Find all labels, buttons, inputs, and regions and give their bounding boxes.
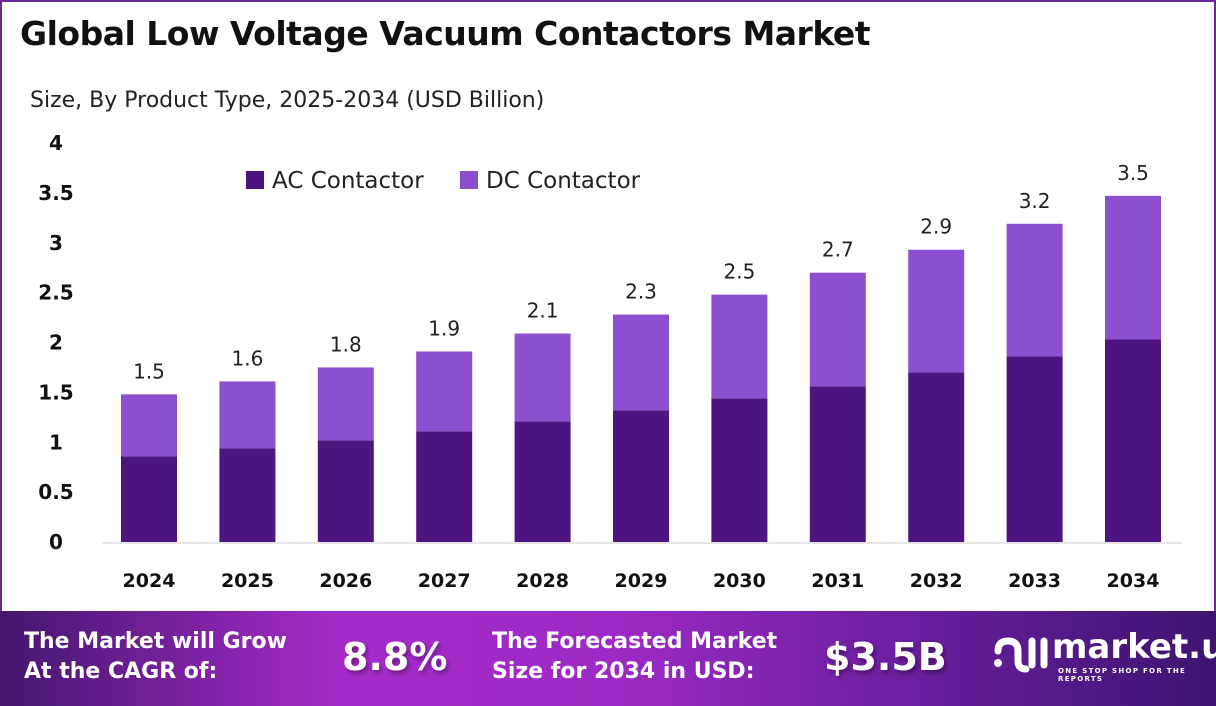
cagr-label-line1: The Market will Grow [24, 629, 287, 654]
x-tick-label: 2026 [319, 570, 372, 592]
forecast-label-line2: Size for 2034 in USD: [492, 659, 755, 684]
bar-dc-contactor-2034 [1105, 195, 1161, 340]
bar-dc-contactor-2029 [613, 314, 669, 411]
stacked-bar-chart: 0 0.5 1 1.5 2 2.5 3 3.5 4 1.5 2024 1.6 2025 1.8 2026 1.… [38, 131, 1182, 592]
bar-dc-contactor-2027 [416, 351, 473, 432]
x-tick-label: 2030 [713, 570, 766, 592]
x-tick-label: 2027 [418, 570, 471, 592]
forecast-label: The Forecasted Market Size for 2034 in U… [492, 627, 777, 687]
bar-ac-contactor-2034 [1105, 339, 1161, 542]
x-tick-label: 2032 [910, 570, 963, 592]
bar-ac-contactor-2030 [711, 398, 768, 542]
legend-label: AC Contactor [272, 168, 424, 194]
x-tick-label: 2031 [811, 570, 864, 592]
x-tick-label: 2024 [123, 570, 176, 592]
bar-total-label: 2.7 [822, 238, 854, 262]
bar-total-label: 2.3 [625, 280, 657, 304]
y-tick-label: 2.5 [38, 281, 73, 305]
y-tick-label: 4 [49, 131, 63, 155]
bar-dc-contactor-2024 [121, 394, 177, 457]
y-tick-label: 0 [49, 530, 63, 554]
y-tick-label: 3 [49, 231, 63, 255]
x-tick-label: 2029 [615, 570, 668, 592]
bar-total-label: 1.6 [231, 346, 263, 370]
bar-dc-contactor-2025 [219, 381, 276, 449]
bar-dc-contactor-2031 [809, 272, 866, 387]
cagr-label-line2: At the CAGR of: [24, 659, 218, 684]
bar-total-label: 2.9 [920, 215, 952, 239]
footer-banner: The Market will Grow At the CAGR of: 8.8… [0, 611, 1216, 706]
bar-total-label: 1.8 [330, 332, 362, 356]
logo-tagline: ONE STOP SHOP FOR THE REPORTS [1058, 667, 1187, 683]
chart-frame [0, 0, 1216, 611]
bar-dc-contactor-2030 [711, 294, 768, 399]
bar-ac-contactor-2028 [514, 421, 571, 542]
forecast-label-line1: The Forecasted Market [492, 629, 778, 654]
bar-dc-contactor-2032 [908, 249, 965, 373]
y-tick-label: 2 [49, 331, 63, 355]
market-us-logo-icon [994, 637, 1048, 673]
chart-subtitle: Size, By Product Type, 2025-2034 (USD Bi… [30, 88, 545, 113]
legend-label: DC Contactor [486, 168, 641, 194]
bar-ac-contactor-2029 [613, 410, 669, 542]
bar-ac-contactor-2025 [219, 448, 276, 542]
bar-total-label: 2.1 [527, 299, 559, 323]
chart-title: Global Low Voltage Vacuum Contactors Mar… [20, 14, 871, 53]
bar-dc-contactor-2026 [317, 367, 374, 441]
forecast-value: $3.5B [824, 635, 947, 679]
bar-total-label: 1.5 [133, 359, 165, 383]
cagr-label: The Market will Grow At the CAGR of: [24, 627, 287, 687]
bar-ac-contactor-2024 [121, 456, 177, 542]
logo-text: market.us [1052, 627, 1216, 667]
bar-ac-contactor-2033 [1006, 356, 1063, 542]
bar-total-label: 3.5 [1117, 161, 1149, 185]
bar-ac-contactor-2031 [809, 386, 866, 542]
bar-ac-contactor-2026 [317, 440, 374, 542]
cagr-value: 8.8% [342, 635, 448, 679]
x-tick-label: 2025 [221, 570, 274, 592]
legend-swatch-dc [460, 171, 478, 189]
bar-dc-contactor-2033 [1006, 223, 1063, 357]
x-tick-label: 2034 [1107, 570, 1160, 592]
bar-ac-contactor-2032 [908, 372, 965, 542]
bar-total-label: 1.9 [428, 316, 460, 340]
y-tick-label: 0.5 [38, 480, 73, 504]
bar-dc-contactor-2028 [514, 333, 571, 422]
x-tick-label: 2028 [516, 570, 569, 592]
y-tick-label: 1.5 [38, 380, 73, 404]
bar-total-label: 3.2 [1019, 189, 1051, 213]
bar-ac-contactor-2027 [416, 431, 473, 542]
x-tick-label: 2033 [1008, 570, 1061, 592]
bar-total-label: 2.5 [723, 260, 755, 284]
legend-swatch-ac [246, 171, 264, 189]
y-tick-label: 1 [49, 430, 63, 454]
y-tick-label: 3.5 [38, 181, 73, 205]
